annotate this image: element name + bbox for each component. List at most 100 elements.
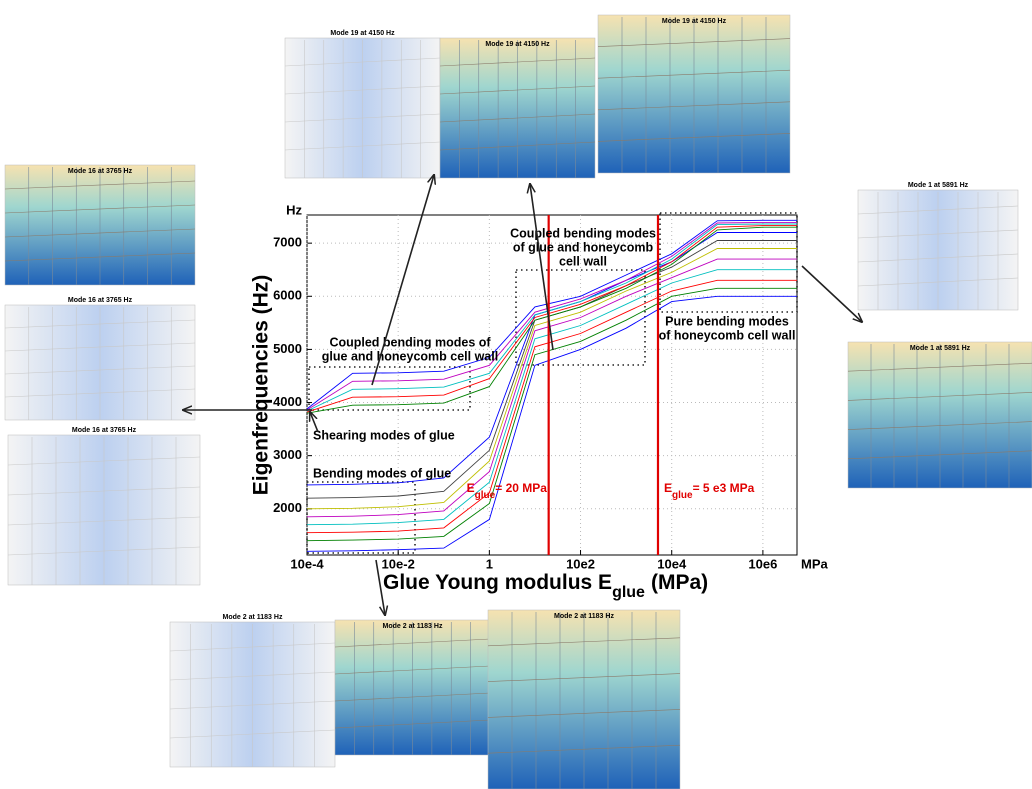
mesh-line (4, 319, 196, 329)
mesh-line (169, 671, 336, 681)
mesh-line (284, 57, 441, 67)
annotation: Bending modes of glue (313, 466, 451, 480)
mesh-line (597, 133, 791, 142)
reference-label: Eglue= 20 MPa (467, 481, 548, 500)
x-axis-title-main: Glue Young modulus E (383, 571, 612, 594)
mesh-line (847, 392, 1032, 401)
reference-label-rest: = 20 MPa (495, 481, 547, 495)
plot: 2000 3000 4000 5000 6000 7000 10e-4 10e-2 1 10e2 1… (183, 175, 862, 615)
y-tick-label: 6000 (273, 288, 302, 303)
panel-title: Mode 19 at 4150 Hz (662, 18, 727, 25)
x-tick-label: 10e-4 (290, 556, 324, 571)
panel-title: Mode 1 at 5891 Hz (908, 182, 969, 189)
mesh-line (169, 642, 336, 652)
x-axis-title: Glue Young modulus Eglue (MPa) (383, 571, 708, 602)
mode-panel: Mode 2 at 1183 Hz (169, 614, 336, 768)
mesh-line (439, 57, 596, 67)
mesh-line (334, 665, 491, 675)
plot-area (306, 214, 798, 556)
series-line (306, 223, 797, 412)
panel-title: Mode 2 at 1183 Hz (554, 613, 614, 620)
annotation: Coupled bending modes of (329, 335, 491, 349)
arrow (371, 175, 434, 386)
mesh-line (439, 141, 596, 151)
mode-panel: Mode 16 at 3765 Hz (4, 297, 196, 421)
x-axis-title-sub: glue (612, 584, 645, 601)
region-box (659, 212, 798, 313)
reference-label-main: E (664, 481, 672, 495)
arrow (530, 184, 554, 351)
annotation: of glue and honeycomb (513, 240, 654, 254)
mesh-line (284, 85, 441, 95)
arrow (375, 559, 385, 615)
mesh-line (597, 101, 791, 111)
series-line (306, 219, 797, 410)
series-line (306, 269, 797, 526)
mesh-line (487, 709, 681, 718)
series-line (306, 279, 797, 534)
series-line (306, 287, 797, 542)
annotation: Pure bending modes (665, 314, 789, 328)
y-tick-label: 4000 (273, 394, 302, 409)
reference-label-rest: = 5 e3 MPa (693, 481, 755, 495)
region-box (308, 366, 471, 411)
mode-panel: Mode 16 at 3765 Hz (4, 164, 196, 286)
mesh-line (847, 362, 1032, 372)
reference-label-main: E (467, 481, 475, 495)
mesh-line (439, 113, 596, 123)
mesh-line (597, 38, 791, 47)
panel-title: Mode 19 at 4150 Hz (330, 30, 395, 37)
mode-panel: Mode 19 at 4150 Hz (597, 14, 791, 174)
mesh-line (487, 673, 681, 682)
mesh-line (857, 277, 1019, 287)
panel-title: Mode 16 at 3765 Hz (72, 427, 137, 434)
mode-panel: Mode 1 at 5891 Hz (857, 182, 1019, 311)
mesh-line (334, 692, 491, 702)
mode-panel: Mode 2 at 1183 Hz (334, 619, 491, 756)
series-line (306, 295, 797, 552)
mesh-line (284, 141, 441, 151)
mesh-line (284, 113, 441, 123)
mesh-line (847, 450, 1032, 460)
y-axis-title: Eigenfrequencies (Hz) (250, 275, 273, 496)
mode-panel: Mode 19 at 4150 Hz (284, 30, 441, 179)
mesh-line (4, 342, 196, 352)
mesh-line (4, 180, 196, 190)
mesh-line (857, 253, 1019, 263)
reference-label-sub: glue (672, 490, 693, 501)
annotation: of honeycomb cell wall (659, 328, 796, 342)
mesh-line (597, 69, 791, 79)
annotation: cell wall (559, 254, 607, 268)
mesh-line (7, 516, 201, 526)
mesh-line (4, 204, 196, 214)
annotation: glue and honeycomb cell wall (322, 349, 498, 363)
mesh-line (4, 388, 196, 398)
mesh-line (169, 729, 336, 739)
mesh-line (487, 744, 681, 754)
arrow (310, 412, 319, 433)
mesh-line (4, 228, 196, 238)
y-tick-label: 7000 (273, 235, 302, 250)
x-axis-title-unit: (MPa) (651, 571, 708, 594)
y-tick-label: 2000 (273, 500, 302, 515)
x-tick-label: 1 (486, 556, 493, 571)
mesh-line (169, 700, 336, 710)
series-line (306, 221, 797, 411)
mesh-line (487, 637, 681, 647)
x-tick-label: 10e-2 (382, 556, 415, 571)
reference-label-sub: glue (475, 490, 496, 501)
mesh-line (439, 85, 596, 95)
mode-panel: Mode 2 at 1183 Hz (487, 609, 681, 789)
reference-label: Eglue= 5 e3 MPa (664, 481, 755, 500)
y-tick-label: 5000 (273, 341, 302, 356)
x-tick-label: 10e2 (566, 556, 595, 571)
panel-title: Mode 2 at 1183 Hz (223, 614, 283, 621)
panels: Mode 19 at 4150 Hz Mode 19 at 4150 Hz Mode… (4, 14, 1032, 789)
mode-panel: Mode 16 at 3765 Hz (7, 427, 201, 586)
y-unit: Hz (286, 202, 302, 217)
x-unit: MPa (801, 556, 829, 571)
mesh-line (4, 252, 196, 262)
annotation: Coupled bending modes (510, 226, 656, 240)
series-line (306, 258, 797, 518)
